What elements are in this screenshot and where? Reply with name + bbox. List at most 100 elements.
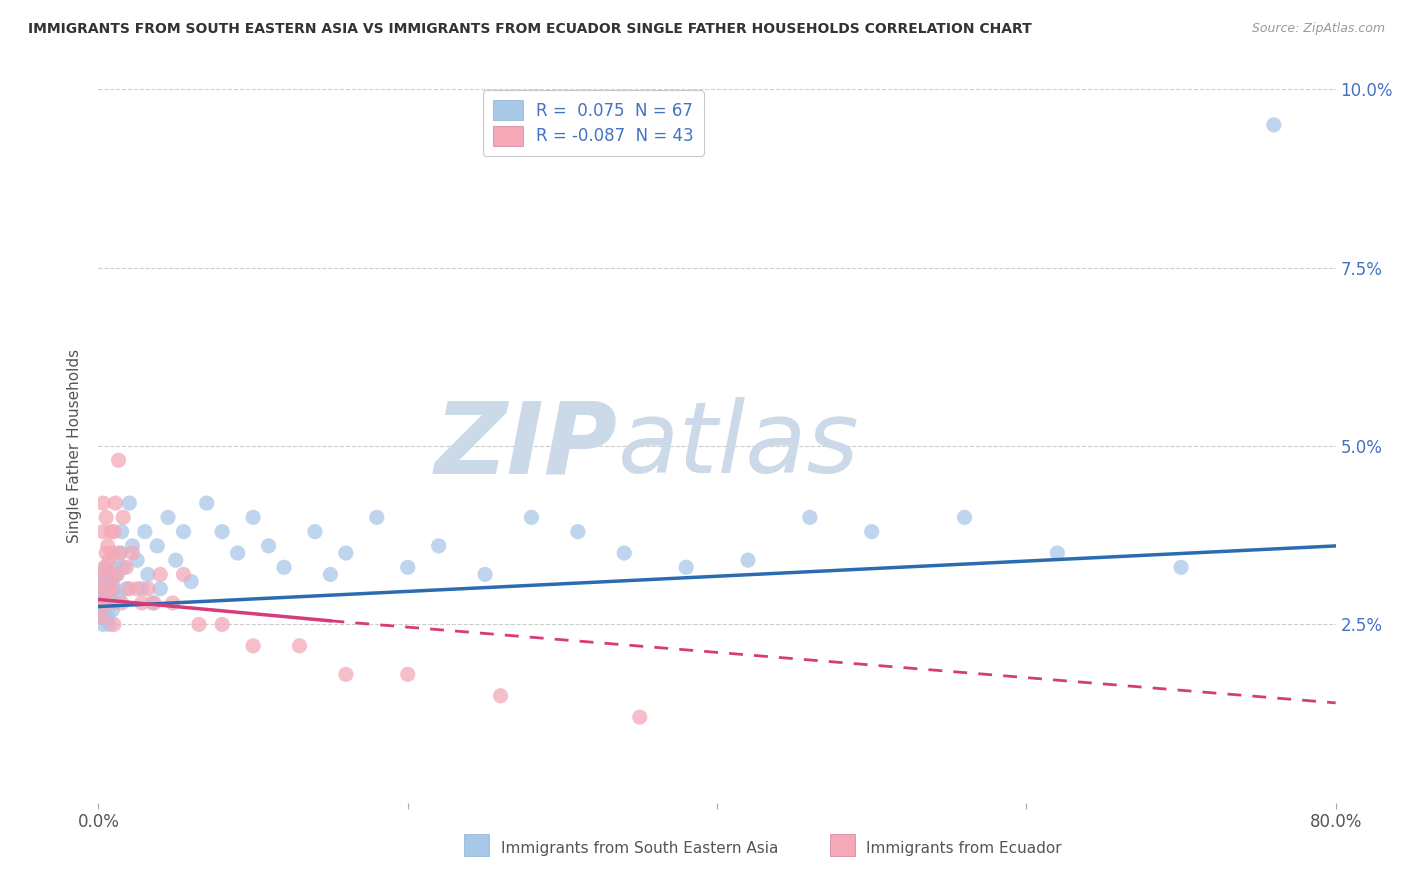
Point <box>146 539 169 553</box>
Point <box>180 574 202 589</box>
Point <box>90 610 112 624</box>
Point <box>335 667 357 681</box>
Point <box>98 617 121 632</box>
Point <box>89 582 111 596</box>
Point <box>162 596 184 610</box>
Point <box>319 567 342 582</box>
Point <box>257 539 280 553</box>
Point <box>1263 118 1285 132</box>
Point <box>97 574 120 589</box>
Text: Source: ZipAtlas.com: Source: ZipAtlas.com <box>1251 22 1385 36</box>
Point <box>100 524 122 539</box>
Point <box>134 524 156 539</box>
Point <box>98 596 121 610</box>
Point <box>567 524 589 539</box>
Point <box>131 596 153 610</box>
Point <box>105 567 128 582</box>
Point <box>242 510 264 524</box>
Point <box>96 510 118 524</box>
Point <box>427 539 450 553</box>
Point <box>366 510 388 524</box>
Point <box>799 510 821 524</box>
Point <box>93 589 115 603</box>
Point <box>136 567 159 582</box>
Point <box>97 539 120 553</box>
Point <box>304 524 326 539</box>
Point <box>111 524 134 539</box>
Text: atlas: atlas <box>619 398 859 494</box>
Point <box>91 496 114 510</box>
Point <box>104 560 127 574</box>
Point <box>100 589 122 603</box>
Point <box>157 510 180 524</box>
Point <box>273 560 295 574</box>
Point <box>100 567 122 582</box>
Point <box>211 617 233 632</box>
Point <box>118 496 141 510</box>
Point <box>105 567 128 582</box>
Point <box>98 596 121 610</box>
Point <box>335 546 357 560</box>
Point <box>118 582 141 596</box>
Point <box>89 596 111 610</box>
Point <box>100 567 122 582</box>
Point <box>474 567 496 582</box>
Point <box>91 596 114 610</box>
Point <box>98 582 121 596</box>
Point <box>111 596 134 610</box>
Point <box>108 546 131 560</box>
Point <box>93 603 115 617</box>
Point <box>188 617 211 632</box>
Text: IMMIGRANTS FROM SOUTH EASTERN ASIA VS IMMIGRANTS FROM ECUADOR SINGLE FATHER HOUS: IMMIGRANTS FROM SOUTH EASTERN ASIA VS IM… <box>28 22 1032 37</box>
Point <box>112 510 135 524</box>
Point <box>93 574 115 589</box>
Point <box>115 582 138 596</box>
Point <box>242 639 264 653</box>
Point <box>101 574 124 589</box>
Point <box>96 560 118 574</box>
Point <box>90 610 112 624</box>
Point <box>396 560 419 574</box>
Point <box>613 546 636 560</box>
Point <box>121 539 143 553</box>
Point <box>96 582 118 596</box>
Point <box>149 582 172 596</box>
Point <box>96 546 118 560</box>
Text: Immigrants from South Eastern Asia: Immigrants from South Eastern Asia <box>501 841 778 855</box>
Point <box>127 553 149 567</box>
Point <box>107 589 129 603</box>
Y-axis label: Single Father Households: Single Father Households <box>67 349 83 543</box>
Point <box>142 596 165 610</box>
Point <box>288 639 311 653</box>
Point <box>101 603 124 617</box>
Point <box>93 596 115 610</box>
Point <box>173 524 195 539</box>
Point <box>628 710 651 724</box>
Legend: R =  0.075  N = 67, R = -0.087  N = 43: R = 0.075 N = 67, R = -0.087 N = 43 <box>482 90 704 155</box>
Point <box>103 582 125 596</box>
Point <box>127 582 149 596</box>
Point <box>136 582 159 596</box>
Point <box>91 567 114 582</box>
Point <box>104 496 127 510</box>
Point <box>149 567 172 582</box>
Point <box>115 560 138 574</box>
Point <box>737 553 759 567</box>
Point <box>97 582 120 596</box>
Point <box>520 510 543 524</box>
Point <box>107 453 129 467</box>
Point <box>860 524 883 539</box>
Point <box>131 582 153 596</box>
Point <box>675 560 697 574</box>
Point <box>396 667 419 681</box>
Point <box>108 546 131 560</box>
Point <box>173 567 195 582</box>
Point <box>91 524 114 539</box>
Point <box>489 689 512 703</box>
Point <box>98 553 121 567</box>
Point <box>195 496 218 510</box>
Point <box>112 560 135 574</box>
Point <box>97 610 120 624</box>
Point <box>1046 546 1069 560</box>
Point <box>226 546 249 560</box>
